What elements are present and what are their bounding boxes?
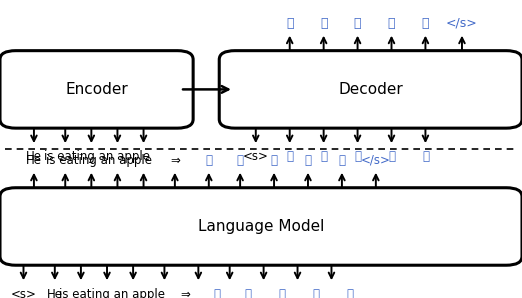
FancyBboxPatch shape: [0, 51, 193, 128]
Text: 吃: 吃: [278, 288, 286, 298]
Text: 他: 他: [213, 288, 220, 298]
Text: 果: 果: [338, 154, 346, 167]
Text: </s>: </s>: [361, 154, 391, 167]
FancyBboxPatch shape: [0, 188, 522, 265]
Text: He: He: [47, 288, 63, 298]
Text: Encoder: Encoder: [65, 82, 128, 97]
Text: 他: 他: [286, 17, 293, 30]
Text: </s>: </s>: [446, 17, 478, 30]
Text: 在: 在: [244, 288, 252, 298]
Text: <s>: <s>: [10, 288, 37, 298]
Text: Decoder: Decoder: [338, 82, 403, 97]
Text: 苹: 苹: [388, 150, 395, 164]
Text: is eating an apple: is eating an apple: [59, 288, 165, 298]
Text: 吃: 吃: [354, 17, 361, 30]
Text: 他: 他: [286, 150, 293, 164]
Text: 果: 果: [422, 17, 429, 30]
Text: <s>: <s>: [243, 150, 269, 164]
Text: 苹: 苹: [388, 17, 395, 30]
Text: is eating an apple: is eating an apple: [46, 154, 152, 167]
Text: 吃: 吃: [270, 154, 278, 167]
Text: 苹: 苹: [304, 154, 312, 167]
Text: 果: 果: [346, 288, 353, 298]
Text: ⇒: ⇒: [170, 154, 180, 167]
Text: 苹: 苹: [312, 288, 319, 298]
FancyBboxPatch shape: [219, 51, 522, 128]
Text: Language Model: Language Model: [198, 219, 324, 234]
Text: is eating an apple: is eating an apple: [43, 150, 150, 164]
Text: 果: 果: [422, 150, 429, 164]
Text: 吃: 吃: [354, 150, 361, 164]
Text: 他: 他: [205, 154, 212, 167]
Text: 在: 在: [320, 150, 327, 164]
Text: 在: 在: [320, 17, 327, 30]
Text: He: He: [26, 154, 42, 167]
Text: ⇒: ⇒: [181, 288, 190, 298]
Text: 在: 在: [236, 154, 244, 167]
Text: He: He: [26, 150, 42, 164]
